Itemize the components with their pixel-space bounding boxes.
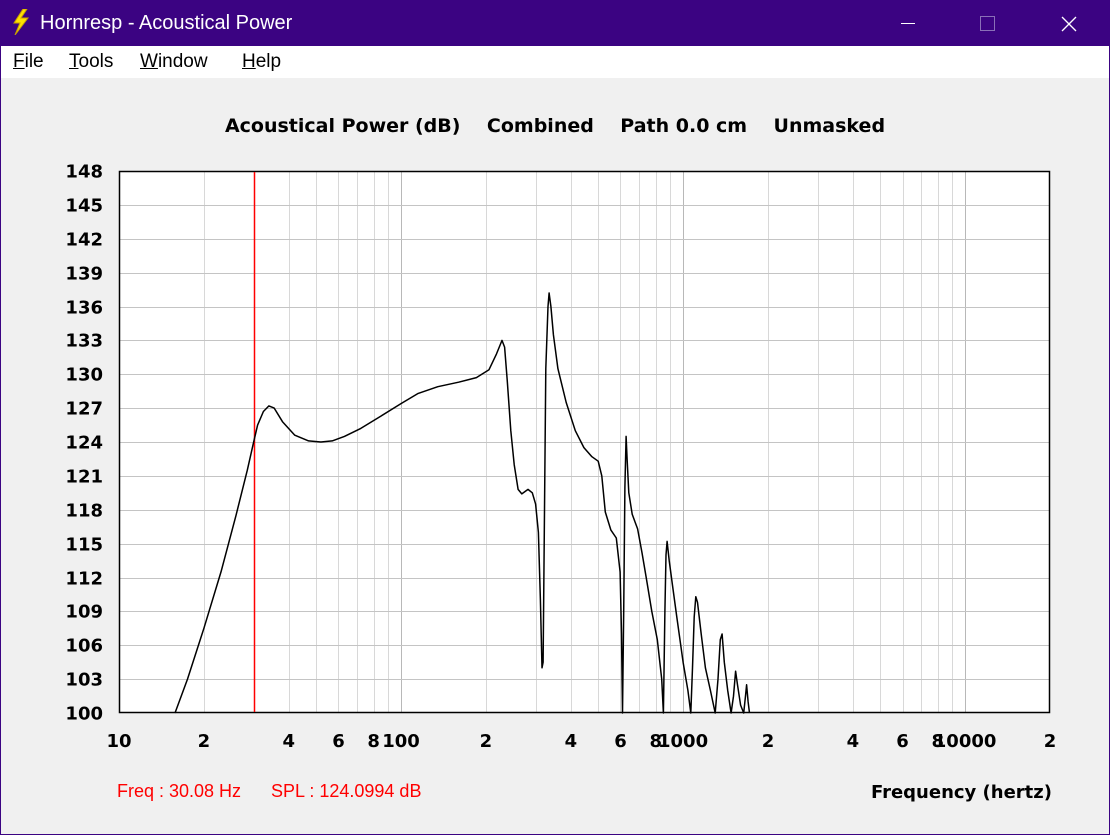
spl-readout: SPL : 124.0994 dB <box>271 781 422 801</box>
close-button[interactable] <box>1045 0 1091 46</box>
chart-title: Acoustical Power (dB) Combined Path 0.0 … <box>225 115 885 137</box>
x-tick-label: 10000 <box>934 731 997 752</box>
close-icon <box>1061 16 1077 32</box>
title-bar[interactable]: Hornresp - Acoustical Power <box>0 0 1110 46</box>
menu-bar: File Tools Window Help <box>1 46 1109 78</box>
y-tick-label: 139 <box>65 264 103 285</box>
x-tick-label: 100 <box>382 731 420 752</box>
x-tick-label: 4 <box>283 731 296 752</box>
acoustical-power-curve <box>174 292 751 714</box>
y-tick-label: 148 <box>65 162 103 183</box>
y-tick-label: 130 <box>65 365 103 386</box>
lightning-bolt-icon <box>13 9 30 35</box>
y-tick-label: 142 <box>65 230 103 251</box>
y-tick-label: 121 <box>65 467 103 488</box>
minimize-icon <box>901 23 915 24</box>
y-tick-label: 145 <box>65 196 103 217</box>
x-tick-label: 2 <box>762 731 775 752</box>
freq-readout: Freq : 30.08 Hz <box>117 781 242 801</box>
x-tick-label: 8 <box>367 731 380 752</box>
maximize-icon <box>980 16 995 31</box>
x-tick-label: 6 <box>896 731 909 752</box>
x-tick-label: 6 <box>332 731 345 752</box>
x-tick-label: 2 <box>480 731 493 752</box>
y-tick-label: 118 <box>65 501 103 522</box>
x-tick-label: 1000 <box>658 731 708 752</box>
x-tick-label: 8 <box>649 731 662 752</box>
x-tick-label: 2 <box>198 731 211 752</box>
y-tick-label: 133 <box>65 331 103 352</box>
x-tick-label: 6 <box>614 731 627 752</box>
maximize-button[interactable] <box>964 0 1010 46</box>
y-tick-label: 112 <box>65 569 103 590</box>
menu-file[interactable]: File <box>13 51 44 72</box>
menu-help[interactable]: Help <box>242 51 282 72</box>
x-tick-label: 10 <box>106 731 131 752</box>
menu-tools[interactable]: Tools <box>69 51 114 72</box>
window-title: Hornresp - Acoustical Power <box>40 12 293 34</box>
y-tick-label: 127 <box>65 399 103 420</box>
plot-border <box>118 170 1051 714</box>
x-axis-label: Frequency (hertz) <box>871 782 1052 803</box>
y-tick-label: 100 <box>65 704 103 725</box>
window-frame-left <box>0 46 1 835</box>
y-tick-label: 136 <box>65 298 103 319</box>
menu-window[interactable]: Window <box>140 51 208 72</box>
minimize-button[interactable] <box>884 0 930 46</box>
x-tick-label: 2 <box>1044 731 1057 752</box>
y-tick-label: 124 <box>65 433 103 454</box>
y-tick-label: 106 <box>65 636 103 657</box>
x-tick-label: 8 <box>932 731 945 752</box>
y-tick-label: 115 <box>65 535 103 556</box>
y-tick-label: 103 <box>65 670 103 691</box>
x-tick-label: 4 <box>847 731 860 752</box>
x-tick-label: 4 <box>565 731 578 752</box>
y-tick-label: 109 <box>65 602 103 623</box>
